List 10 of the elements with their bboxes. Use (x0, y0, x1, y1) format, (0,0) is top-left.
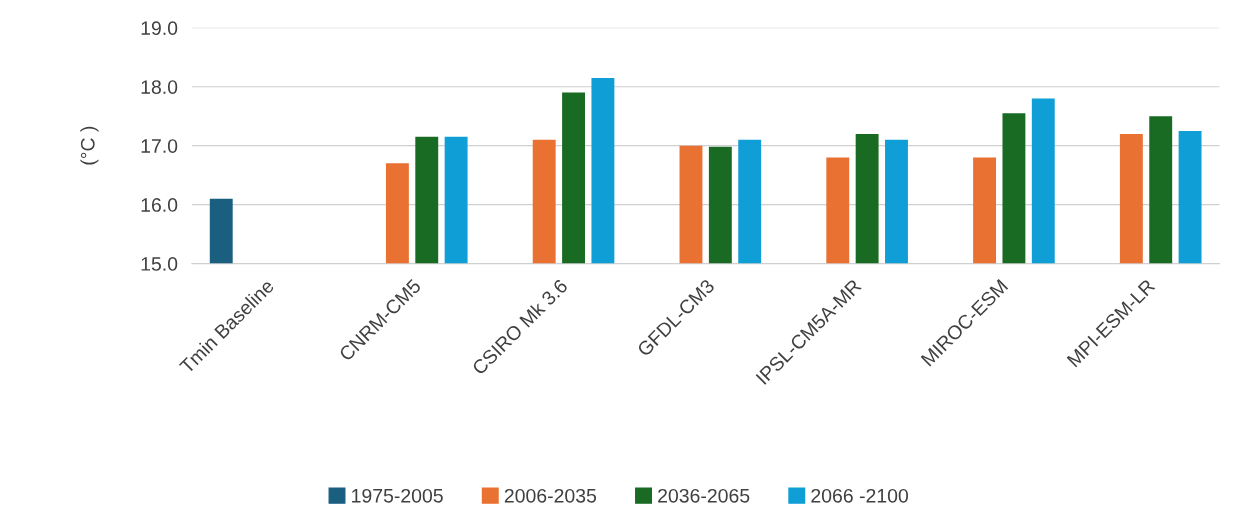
legend-label: 1975-2005 (352, 488, 443, 503)
y-axis-title: (°C ) (80, 126, 99, 165)
legend-label: 2066 -2100 (811, 488, 909, 503)
y-tick-label: 16.0 (141, 198, 178, 212)
y-tick-label: 17.0 (141, 139, 178, 153)
y-tick-label: 19.0 (141, 21, 178, 36)
legend-label: 2036-2065 (658, 488, 750, 503)
y-tick-label: 18.0 (141, 80, 178, 94)
y-tick-label: 15.0 (141, 257, 178, 271)
legend-label: 2006-2035 (504, 488, 597, 503)
